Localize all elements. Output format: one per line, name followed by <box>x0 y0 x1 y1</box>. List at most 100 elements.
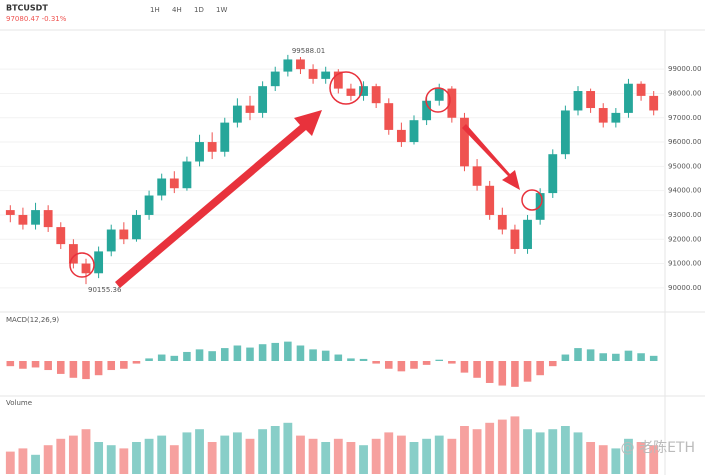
candle-body <box>472 166 482 186</box>
candle-body <box>157 178 167 196</box>
macd-bar <box>372 361 380 364</box>
candle-body <box>321 71 331 79</box>
macd-bar <box>649 355 658 361</box>
macd-bar <box>94 361 103 376</box>
y-tick-label: 96000.00 <box>668 138 701 146</box>
y-tick-label: 92000.00 <box>668 235 701 243</box>
macd-bar <box>233 345 242 361</box>
candle-body <box>258 86 268 113</box>
quote: 97080.47 -0.31% <box>6 15 67 23</box>
candle-body <box>68 244 78 264</box>
volume-bar <box>220 435 230 474</box>
candle-body <box>169 178 179 189</box>
volume-bar <box>43 445 53 474</box>
macd-bar <box>69 361 78 378</box>
volume-bar <box>144 438 154 474</box>
macd-bar <box>157 354 166 361</box>
volume-bar <box>308 438 318 474</box>
volume-bar <box>321 442 331 474</box>
interval-bar: 1H 4H 1D 1W <box>150 6 227 14</box>
candle-body <box>56 227 66 245</box>
volume-bar <box>636 442 646 474</box>
macd-bar <box>485 361 494 383</box>
interval-button[interactable]: 1D <box>194 6 204 14</box>
candle-body <box>232 105 242 123</box>
interval-button[interactable]: 1H <box>150 6 160 14</box>
volume-bar <box>296 435 305 474</box>
candle-body <box>523 219 532 249</box>
volume-bar <box>598 445 608 474</box>
candle-body <box>346 88 356 96</box>
candle-body <box>409 120 419 143</box>
candle-body <box>31 210 40 225</box>
volume-bar <box>106 445 116 474</box>
volume-bar <box>5 451 15 474</box>
y-tick-label: 90000.00 <box>668 284 701 292</box>
candle-body <box>359 86 368 96</box>
volume-bar <box>359 445 368 474</box>
macd-bar <box>195 349 204 361</box>
macd-bar <box>384 361 393 369</box>
candle-body <box>132 214 141 240</box>
candle-body <box>510 229 520 249</box>
candle-body <box>144 195 154 215</box>
candle-body <box>333 71 343 89</box>
volume-label: Volume <box>6 399 32 407</box>
candle-body <box>43 210 53 228</box>
candle-body <box>5 210 15 215</box>
volume-bar <box>333 438 343 474</box>
macd-bar <box>271 342 280 361</box>
macd-bar <box>637 353 645 361</box>
symbol[interactable]: BTCUSDT <box>6 4 48 13</box>
macd-bar <box>183 351 191 361</box>
volume-bar <box>434 435 444 474</box>
macd-bar <box>296 345 305 361</box>
macd-bar <box>56 361 65 374</box>
volume-bar <box>396 435 406 474</box>
candle-body <box>384 103 394 130</box>
volume-bar <box>245 438 255 474</box>
interval-button[interactable]: 1W <box>216 6 227 14</box>
macd-bar <box>511 361 519 387</box>
volume-bar <box>232 432 242 474</box>
candle-body <box>296 59 305 70</box>
volume-bar <box>157 435 167 474</box>
macd-bar <box>170 355 179 361</box>
macd-bar <box>410 361 418 369</box>
macd-bar <box>359 358 368 361</box>
macd-bar <box>82 361 90 380</box>
volume-bar <box>56 438 66 474</box>
candle-body <box>460 117 469 167</box>
candle-body <box>270 71 280 87</box>
candle-body <box>371 86 381 104</box>
macd-bar <box>6 361 15 367</box>
macd-bar <box>586 349 595 361</box>
volume-bar <box>497 419 507 474</box>
y-tick-label: 95000.00 <box>668 162 701 170</box>
volume-bar <box>68 435 78 474</box>
macd-bar <box>309 349 317 361</box>
candle-body <box>548 154 558 194</box>
macd-bar <box>397 361 406 372</box>
volume-bar <box>258 429 268 474</box>
y-tick-label: 98000.00 <box>668 89 701 97</box>
macd-bar <box>460 361 469 373</box>
volume-bar <box>270 426 280 474</box>
high-marker: 99588.01 <box>292 47 325 55</box>
candle-body <box>396 129 406 143</box>
candle-body <box>636 83 646 96</box>
volume-bar <box>485 422 495 474</box>
volume-bar <box>169 445 179 474</box>
volume-bar <box>573 432 583 474</box>
macd-bar <box>561 354 570 361</box>
candle-body <box>245 105 255 113</box>
volume-bar <box>447 438 457 474</box>
watermark: @ 老陈ETH <box>621 439 695 456</box>
interval-button[interactable]: 4H <box>172 6 182 14</box>
low-marker: 90155.36 <box>88 286 122 294</box>
volume-bar <box>472 429 482 474</box>
volume-bar <box>31 454 40 474</box>
volume-bar <box>195 429 204 474</box>
macd-bar <box>523 361 532 382</box>
